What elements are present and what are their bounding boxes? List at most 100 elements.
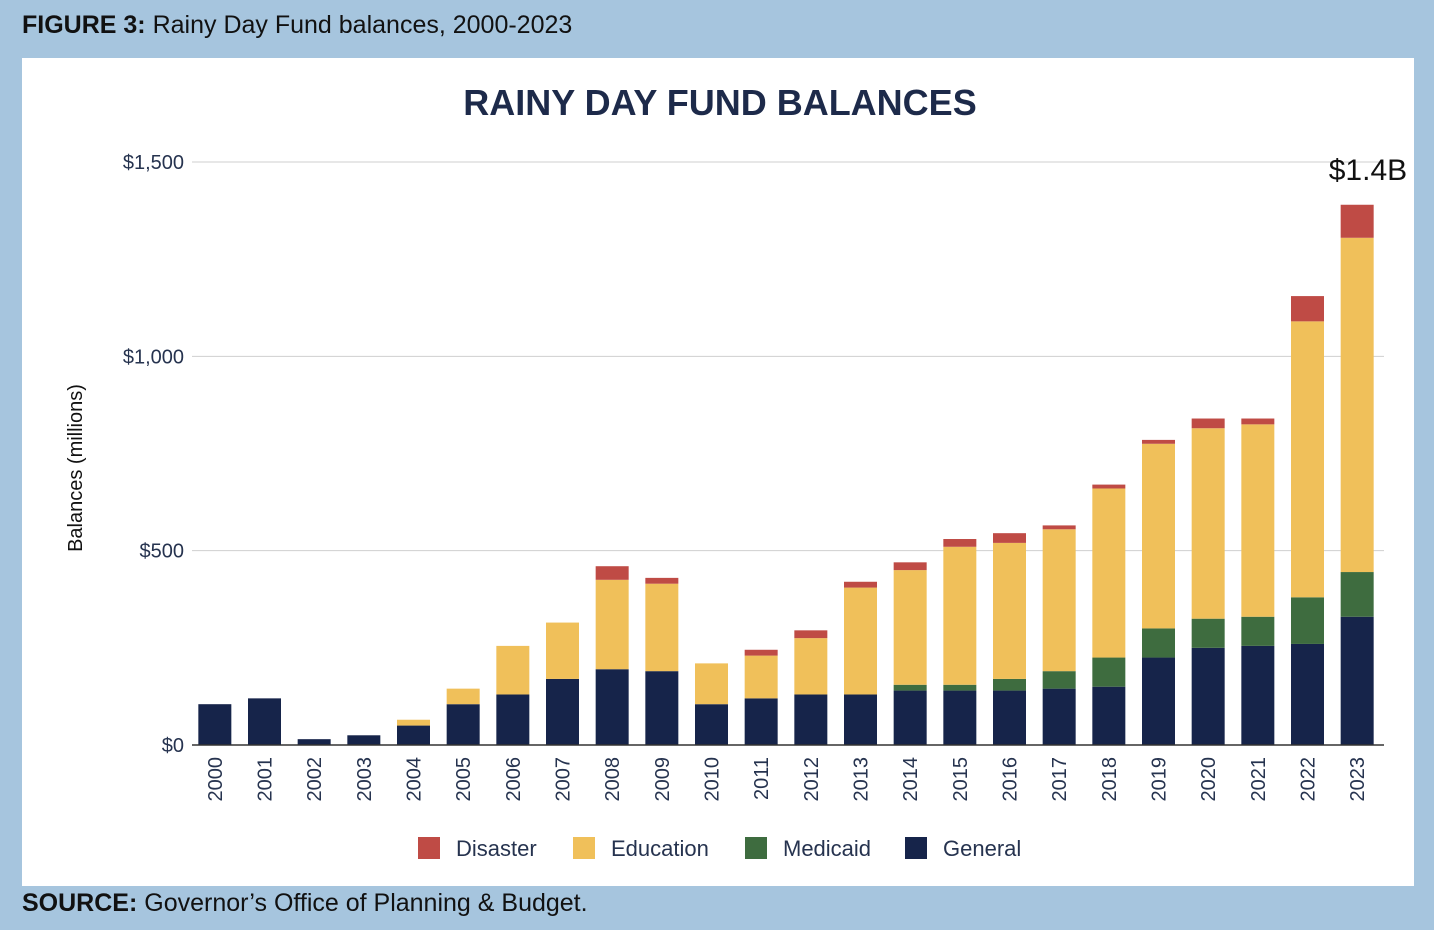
bar-general-2013 xyxy=(844,694,877,745)
bar-education-2011 xyxy=(744,655,778,699)
bar-education-2013 xyxy=(844,587,877,695)
legend-swatch-medicaid xyxy=(745,837,767,859)
x-tick-label: 2017 xyxy=(1049,757,1071,802)
x-tick-label: 2015 xyxy=(950,757,972,802)
source-text: Governor’s Office of Planning & Budget. xyxy=(144,889,588,917)
x-tick-labels: 2000 2001 2002 2003 2004 2005 2006 2007 2008 2009… xyxy=(205,757,1369,802)
bar-disaster-2014 xyxy=(893,562,927,571)
bar-medicaid-2020 xyxy=(1191,618,1225,648)
legend-label-disaster: Disaster xyxy=(456,836,537,861)
x-tick-label: 2022 xyxy=(1298,757,1320,802)
bars xyxy=(198,204,1374,745)
bar-medicaid-2023 xyxy=(1340,572,1374,617)
bar-education-2006 xyxy=(496,645,530,695)
x-tick-label: 2009 xyxy=(652,757,674,802)
bar-medicaid-2017 xyxy=(1042,671,1076,689)
legend-label-education: Education xyxy=(611,836,709,861)
bar-general-2018 xyxy=(1092,686,1126,745)
x-tick-label: 2013 xyxy=(851,757,873,802)
legend-swatch-disaster xyxy=(418,837,440,859)
bar-disaster-2018 xyxy=(1092,484,1126,489)
bar-medicaid-2018 xyxy=(1092,657,1126,687)
chart-panel: RAINY DAY FUND BALANCES $0 $500 $1,000 $1,5… xyxy=(22,58,1414,886)
y-tick-label: $1,500 xyxy=(123,152,184,174)
x-tick-label: 2023 xyxy=(1347,757,1369,802)
bar-education-2014 xyxy=(893,570,927,685)
chart-title: RAINY DAY FUND BALANCES xyxy=(463,82,976,123)
bar-general-2006 xyxy=(496,694,530,745)
bar-general-2012 xyxy=(794,694,828,745)
x-tick-label: 2010 xyxy=(702,757,724,802)
bar-medicaid-2016 xyxy=(993,678,1026,691)
x-tick-label: 2016 xyxy=(1000,757,1022,802)
y-tick-label: $500 xyxy=(140,541,185,563)
bar-education-2005 xyxy=(446,688,480,705)
bar-general-2019 xyxy=(1142,657,1175,745)
bar-education-2020 xyxy=(1191,428,1225,619)
bar-education-2009 xyxy=(645,583,679,672)
bar-general-2002 xyxy=(297,739,331,745)
annotation-label: $1.4B xyxy=(1329,154,1407,187)
legend: Disaster Education Medicaid General xyxy=(418,836,1021,861)
bar-general-2023 xyxy=(1340,616,1374,745)
bar-education-2019 xyxy=(1142,443,1175,629)
bar-general-2005 xyxy=(446,704,480,745)
x-tick-label: 2018 xyxy=(1099,757,1121,802)
bar-education-2004 xyxy=(397,719,430,726)
bar-disaster-2017 xyxy=(1042,525,1076,530)
bar-medicaid-2022 xyxy=(1291,597,1324,644)
x-tick-label: 2004 xyxy=(404,757,426,802)
x-tick-label: 2014 xyxy=(900,757,922,802)
x-tick-label: 2020 xyxy=(1198,757,1220,802)
annotations: $1.4B xyxy=(1329,154,1407,187)
bar-disaster-2019 xyxy=(1142,439,1175,444)
x-tick-label: 2021 xyxy=(1248,757,1270,802)
y-axis-label: Balances (millions) xyxy=(65,384,87,552)
bar-education-2007 xyxy=(546,622,579,679)
x-tick-label: 2012 xyxy=(801,757,823,802)
bar-general-2020 xyxy=(1191,647,1225,745)
x-tick-label: 2006 xyxy=(503,757,525,802)
bar-general-2017 xyxy=(1042,688,1076,745)
bar-education-2017 xyxy=(1042,529,1076,672)
bar-disaster-2022 xyxy=(1291,296,1324,322)
bar-general-2010 xyxy=(695,704,728,745)
bar-education-2015 xyxy=(943,546,977,685)
bar-general-2003 xyxy=(347,735,381,745)
stacked-bar-chart: RAINY DAY FUND BALANCES $0 $500 $1,000 $1,5… xyxy=(65,82,1407,861)
bar-disaster-2012 xyxy=(794,630,828,639)
bar-education-2023 xyxy=(1340,237,1374,573)
bar-education-2021 xyxy=(1241,424,1275,617)
x-tick-label: 2002 xyxy=(304,757,326,802)
bar-medicaid-2019 xyxy=(1142,628,1175,658)
gridlines xyxy=(192,161,1384,552)
bar-education-2022 xyxy=(1291,321,1324,598)
bar-general-2009 xyxy=(645,671,679,745)
bar-medicaid-2014 xyxy=(893,684,927,691)
bar-education-2016 xyxy=(993,542,1026,679)
bar-disaster-2023 xyxy=(1340,204,1374,238)
bar-general-2001 xyxy=(248,698,281,745)
legend-label-medicaid: Medicaid xyxy=(783,836,871,861)
x-tick-label: 2019 xyxy=(1149,757,1171,802)
bar-disaster-2016 xyxy=(993,533,1026,543)
x-tick-label: 2003 xyxy=(354,757,376,802)
x-tick-label: 2007 xyxy=(553,757,575,802)
x-tick-label: 2008 xyxy=(602,757,624,802)
bar-general-2022 xyxy=(1291,643,1324,745)
bar-education-2018 xyxy=(1092,488,1126,658)
source-label: SOURCE: xyxy=(22,889,138,917)
x-tick-label: 2011 xyxy=(751,757,773,800)
x-tick-label: 2005 xyxy=(453,757,475,802)
bar-disaster-2015 xyxy=(943,539,977,547)
bar-disaster-2021 xyxy=(1241,418,1275,425)
bar-medicaid-2015 xyxy=(943,684,977,691)
figure-caption-text: Rainy Day Fund balances, 2000-2023 xyxy=(152,11,573,39)
bar-general-2015 xyxy=(943,690,977,745)
bar-general-2011 xyxy=(744,698,778,745)
bar-disaster-2020 xyxy=(1191,418,1225,429)
legend-swatch-general xyxy=(905,837,927,859)
x-tick-label: 2000 xyxy=(205,757,227,802)
legend-label-general: General xyxy=(943,836,1021,861)
bar-education-2010 xyxy=(695,663,728,705)
